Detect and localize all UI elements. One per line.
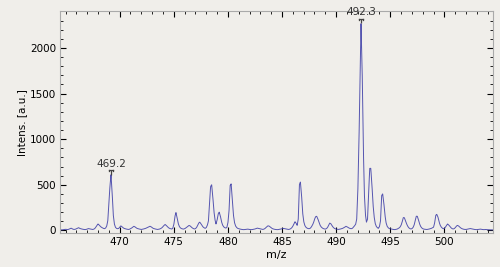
Text: 492.3: 492.3: [346, 7, 376, 17]
Text: 469.2: 469.2: [96, 159, 126, 169]
Y-axis label: Intens. [a.u.]: Intens. [a.u.]: [17, 89, 27, 156]
X-axis label: m/z: m/z: [266, 250, 287, 260]
